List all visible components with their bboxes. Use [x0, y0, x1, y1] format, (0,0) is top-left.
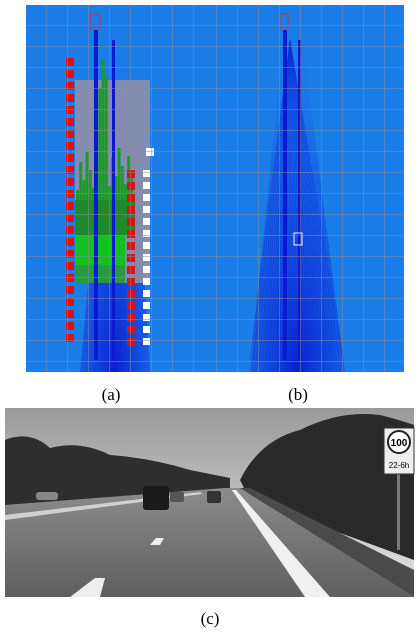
- panel-b: [196, 5, 404, 372]
- lane-dash: [150, 538, 164, 545]
- sign-circle: [387, 430, 411, 454]
- car: [143, 486, 169, 510]
- sign-speed: 100: [391, 438, 408, 449]
- grid: [26, 5, 196, 372]
- trees-left: [5, 436, 230, 505]
- caption: (b): [288, 385, 308, 404]
- verge: [240, 488, 414, 597]
- car: [36, 492, 58, 500]
- sign-plate: 22-6h: [389, 461, 409, 470]
- car: [207, 491, 221, 503]
- trees-right: [240, 414, 414, 560]
- caption: (c): [201, 609, 220, 628]
- caption: (a): [102, 385, 121, 404]
- car: [170, 492, 184, 502]
- sign-post: [397, 470, 400, 550]
- grid: [196, 5, 404, 372]
- lane-line: [232, 490, 330, 597]
- road: [5, 488, 414, 597]
- panel-c: 100 22-6h: [5, 408, 415, 597]
- lane-dash: [70, 578, 105, 597]
- panel-a: [26, 5, 196, 372]
